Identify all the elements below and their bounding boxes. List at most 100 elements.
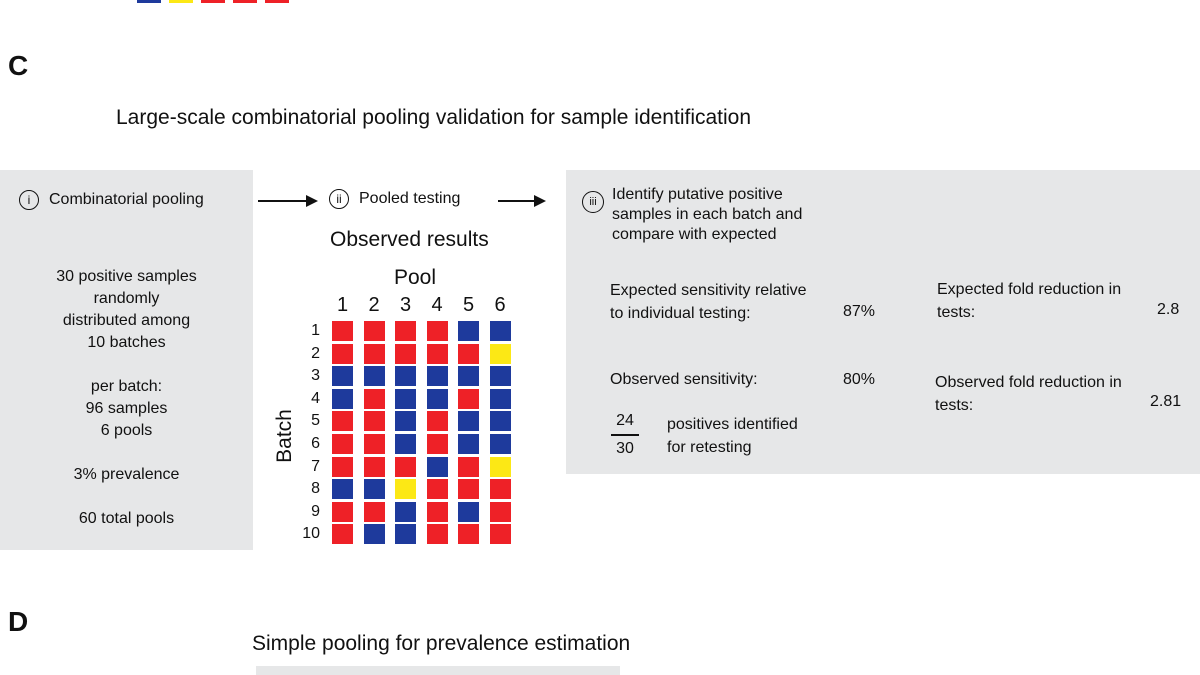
results-grid (332, 321, 522, 551)
pool-result-cell (426, 456, 448, 477)
batch-number-label: 3 (311, 367, 320, 385)
pool-result-cell (332, 434, 353, 454)
pool-result-cell (395, 411, 416, 432)
expected-fold-label: Expected fold reduction in tests: (937, 281, 1122, 321)
pool-result-cell (395, 501, 416, 522)
identify-positives-box (566, 170, 1200, 474)
pool-number-label: 4 (431, 294, 443, 316)
pool-result-cell (489, 524, 511, 545)
step-iii-line: samples in each batch and (612, 206, 803, 223)
step-i-description: 30 positive samples randomly distributed… (0, 266, 253, 530)
fraction-numerator: 24 (616, 412, 634, 429)
numeral-iii-icon: iii (582, 191, 604, 213)
pool-result-cell (363, 343, 385, 364)
pool-result-cell (426, 321, 448, 341)
batch-number-label: 2 (311, 344, 320, 362)
top-cropped-squares (137, 0, 292, 3)
step-ii-label: Pooled testing (359, 190, 461, 207)
step-ii-title: ii Pooled testing (329, 189, 460, 209)
observed-fold-label: Observed fold reduction in tests: (935, 374, 1122, 414)
expected-sensitivity-label: Expected sensitivity relative to individ… (610, 282, 807, 322)
pool-result-cell (458, 366, 479, 387)
pool-result-cell (395, 321, 416, 341)
pool-result-cell (395, 456, 416, 477)
pool-result-cell (363, 456, 385, 477)
positives-identified-label: positives identified for retesting (667, 416, 798, 456)
prevalence-text: 3% prevalence (73, 466, 180, 483)
pool-result-cell (458, 524, 479, 545)
batch-number-label: 8 (311, 480, 320, 498)
pool-result-cell (395, 434, 416, 454)
batch-number-label: 9 (311, 502, 320, 520)
desc-line: per batch: (90, 378, 163, 395)
pool-result-cell (395, 524, 416, 545)
pool-number-label: 3 (399, 294, 412, 316)
panel-letter-c: C (8, 50, 29, 81)
pool-result-cell (332, 479, 353, 500)
pool-result-cell (458, 501, 479, 522)
step-iii-title: iii Identify putative positive samples i… (582, 185, 802, 245)
desc-line: 6 pools (100, 422, 153, 439)
expected-sensitivity-value: 87% (843, 303, 876, 320)
pool-result-cell (426, 479, 448, 500)
batch-number-label: 4 (311, 389, 320, 407)
pool-axis-label: Pool (394, 266, 437, 289)
positives-fraction: 24 30 (610, 411, 640, 459)
observed-sensitivity-label: Observed sensitivity: (610, 371, 758, 388)
batch-number-label: 1 (311, 322, 320, 339)
step-i-label: Combinatorial pooling (49, 191, 204, 208)
panel-c-title: Large-scale combinatorial pooling valida… (116, 106, 752, 129)
pool-result-cell (458, 388, 479, 409)
pool-result-cell (426, 524, 448, 545)
pool-result-cell (332, 321, 353, 341)
pool-result-cell (332, 366, 353, 387)
pool-result-cell (395, 366, 416, 387)
observed-fold-value: 2.81 (1150, 393, 1182, 410)
fraction-denominator: 30 (616, 439, 634, 457)
pool-result-cell (395, 388, 416, 409)
pool-result-cell (489, 456, 511, 477)
pool-result-cell (332, 524, 353, 545)
batch-number-label: 10 (302, 525, 320, 543)
pool-result-cell (458, 434, 479, 454)
arrow-right-icon (498, 195, 558, 207)
total-pools-text: 60 total pools (78, 510, 175, 527)
panel-d-box (256, 666, 620, 675)
pool-result-cell (489, 388, 511, 409)
batch-number-label: 5 (311, 412, 320, 430)
pool-result-cell (363, 366, 385, 387)
combinatorial-pooling-box (0, 170, 253, 550)
observed-results-title: Observed results (330, 228, 489, 251)
pool-result-cell (363, 501, 385, 522)
expected-fold-value: 2.8 (1157, 301, 1180, 318)
pool-result-cell (426, 434, 448, 454)
pool-result-cell (458, 479, 479, 500)
pool-result-cell (395, 343, 416, 364)
pool-result-cell (489, 411, 511, 432)
pool-result-cell (458, 456, 479, 477)
step-iii-line: Identify putative positive (612, 186, 783, 203)
pool-result-cell (426, 366, 448, 387)
desc-line: 10 batches (87, 334, 166, 351)
pool-result-cell (458, 343, 479, 364)
desc-line: 96 samples (85, 400, 168, 417)
observed-sensitivity-value: 80% (843, 371, 876, 388)
pool-result-cell (363, 434, 385, 454)
pool-result-cell (458, 321, 479, 341)
pool-number-label: 6 (494, 294, 506, 316)
panel-d-title: Simple pooling for prevalence estimation (252, 632, 631, 655)
desc-line: 30 positive samples (56, 268, 197, 285)
batch-number-label: 6 (311, 435, 320, 452)
pool-result-cell (426, 501, 448, 522)
pool-result-cell (332, 388, 353, 409)
panel-letter-d: D (8, 606, 29, 637)
pool-result-cell (489, 321, 511, 341)
numeral-i-icon: i (19, 190, 39, 210)
pool-result-cell (363, 524, 385, 545)
pool-result-cell (426, 343, 448, 364)
batch-axis-label: Batch (272, 409, 296, 463)
batch-number-labels: 1 2 3 4 5 6 7 8 9 10 (296, 321, 326, 551)
pool-result-cell (489, 343, 511, 364)
pool-result-cell (332, 501, 353, 522)
